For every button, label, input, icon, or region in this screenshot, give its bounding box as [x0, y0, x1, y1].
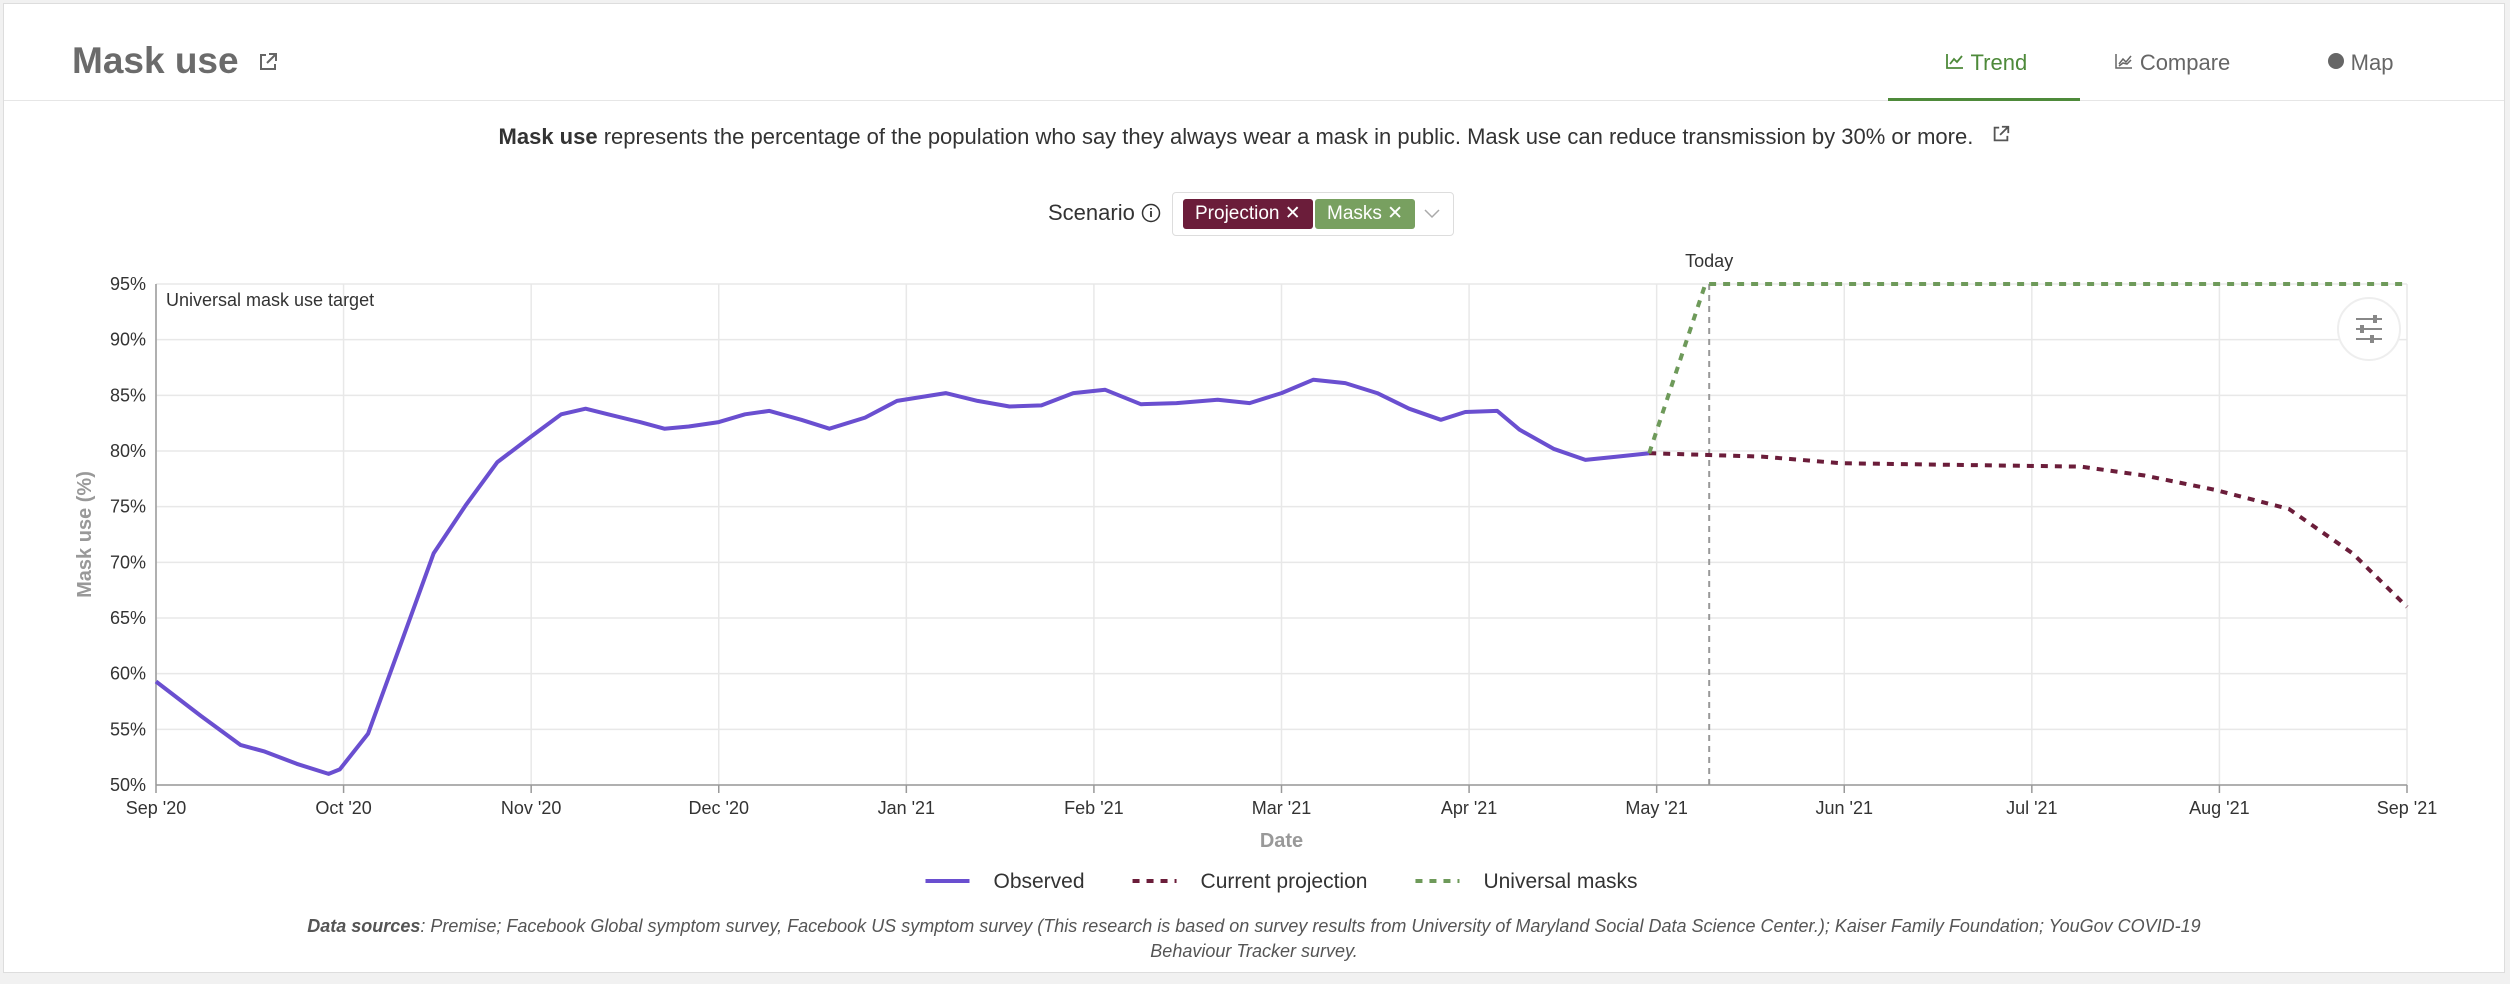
tab-label: Trend: [1970, 50, 2028, 75]
scenario-text: Scenario: [1048, 200, 1135, 225]
x-tick-label: Jan '21: [878, 798, 935, 818]
page-title: Mask use: [72, 40, 279, 82]
title-text: Mask use: [72, 40, 239, 81]
x-tick-label: Mar '21: [1252, 798, 1311, 818]
y-tick-label: 60%: [110, 664, 146, 684]
external-link-icon[interactable]: [1991, 124, 2011, 144]
series-line: [1647, 282, 2407, 454]
legend-label: Universal masks: [1483, 870, 1637, 893]
data-sources: Data sources: Premise; Facebook Global s…: [284, 914, 2224, 964]
legend-label: Current projection: [1201, 870, 1368, 893]
tab-map[interactable]: Map: [2266, 50, 2454, 76]
x-tick-label: Sep '20: [126, 798, 187, 818]
x-tick-label: Sep '21: [2377, 798, 2438, 818]
y-tick-label: 90%: [110, 330, 146, 350]
chart: 50% 55% 60% 65% 70% 75% 80% 85% 90% 95% Sep '20 Oct…: [74, 251, 2438, 893]
compare-icon: [2114, 54, 2132, 69]
x-tick-label: Oct '20: [315, 798, 371, 818]
globe-icon: [2327, 53, 2344, 69]
y-tick-label: 65%: [110, 608, 146, 628]
tab-compare[interactable]: Compare: [2078, 50, 2266, 76]
y-tick-label: 55%: [110, 719, 146, 739]
y-tick-label: 85%: [110, 385, 146, 405]
legend-label: Observed: [993, 870, 1084, 893]
x-tick-label: Feb '21: [1064, 798, 1123, 818]
y-tick-label: 80%: [110, 441, 146, 461]
description: Mask use represents the percentage of th…: [4, 124, 2506, 150]
description-text: represents the percentage of the populat…: [603, 124, 1974, 149]
series-line: [1649, 451, 2409, 609]
x-tick-label: Jul '21: [2006, 798, 2057, 818]
tab-label: Compare: [2139, 50, 2231, 75]
external-link-icon[interactable]: [257, 51, 279, 73]
sources-text: : Premise; Facebook Global symptom surve…: [420, 916, 2201, 961]
y-tick-label: 75%: [110, 497, 146, 517]
scenario-select[interactable]: Projection ✕ Masks ✕: [1172, 192, 1454, 236]
x-tick-label: Aug '21: [2189, 798, 2250, 818]
info-icon[interactable]: [1141, 203, 1161, 223]
chip-label: Masks: [1327, 203, 1382, 224]
dropdown-arrow[interactable]: [1423, 207, 1441, 221]
sources-label: Data sources: [307, 916, 421, 936]
chip-label: Projection: [1195, 203, 1280, 224]
series-line: [154, 377, 1650, 776]
settings-icon-knob: [2373, 315, 2377, 323]
settings-icon-knob: [2370, 335, 2374, 343]
y-tick-label: 95%: [110, 274, 146, 294]
today-label: Today: [1685, 251, 1733, 271]
x-axis-label: Date: [1260, 830, 1303, 852]
x-tick-label: Dec '20: [689, 798, 749, 818]
y-tick-label: 70%: [110, 552, 146, 572]
target-label: Universal mask use target: [166, 290, 374, 310]
x-tick-label: Apr '21: [1441, 798, 1497, 818]
chip-projection[interactable]: Projection ✕: [1183, 199, 1313, 229]
scenario-label: Scenario: [1048, 200, 1161, 226]
header-divider: [4, 100, 2504, 101]
legend: Observed Current projection Universal mask…: [925, 870, 1638, 893]
tab-label: Map: [2350, 50, 2394, 75]
settings-icon-knob: [2360, 325, 2364, 333]
chip-masks[interactable]: Masks ✕: [1315, 199, 1416, 229]
active-tab-underline: [1888, 98, 2080, 101]
description-bold: Mask use: [498, 124, 598, 149]
x-tick-label: May '21: [1625, 798, 1687, 818]
trend-icon: [1945, 54, 1963, 69]
y-tick-label: 50%: [110, 775, 146, 795]
y-axis-label: Mask use (%): [74, 471, 96, 598]
x-tick-label: Jun '21: [1816, 798, 1873, 818]
tab-trend[interactable]: Trend: [1892, 50, 2080, 76]
x-tick-label: Nov '20: [501, 798, 561, 818]
card: Mask use Trend Compare Map Mask use repr…: [3, 3, 2505, 973]
